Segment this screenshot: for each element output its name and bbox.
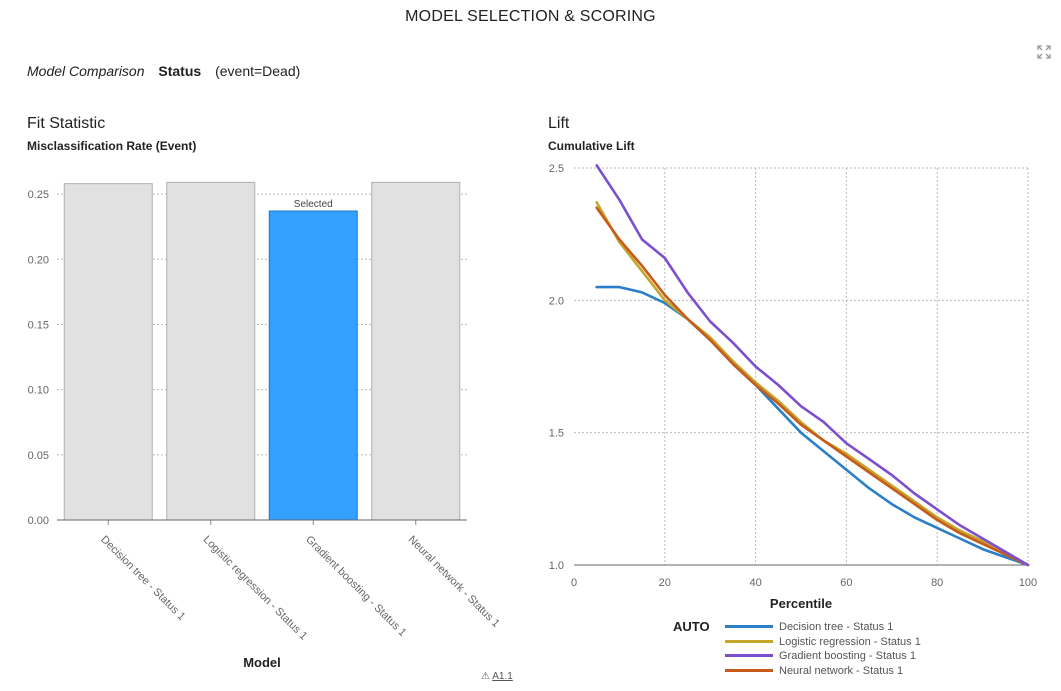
legend-swatch (725, 653, 773, 657)
selected-label: Selected (294, 199, 333, 210)
legend-item-neural-network[interactable]: Neural network - Status 1 (725, 665, 903, 679)
page-title: MODEL SELECTION & SCORING (405, 8, 656, 25)
x-tick-label: 20 (659, 577, 671, 589)
accessibility-link[interactable]: A1.1 (492, 671, 513, 682)
bar (371, 181, 461, 521)
lift-title: Lift (548, 115, 570, 132)
fit-statistic-title: Fit Statistic (27, 115, 106, 132)
fit-statistic-subtitle: Misclassification Rate (Event) (27, 139, 197, 153)
legend-swatch (725, 668, 773, 672)
y-tick-label: 0.15 (28, 319, 49, 331)
legend-swatch (725, 624, 773, 628)
y-tick-label: 2.0 (549, 295, 564, 307)
x-tick-label: 0 (571, 577, 577, 589)
model-comparison-label: Model Comparison (27, 63, 145, 79)
legend-label: Decision tree - Status 1 (779, 621, 894, 633)
event-level: (event=Dead) (215, 63, 301, 79)
x-tick-label: Logistic regression - Status 1 (201, 534, 310, 643)
x-axis-title: Model (243, 655, 281, 670)
y-tick-label: 1.5 (549, 428, 564, 440)
model-comparison-header: Model Comparison Status (event=Dead) (27, 63, 300, 79)
bar (268, 210, 358, 521)
x-tick-label: 40 (749, 577, 761, 589)
legend-swatch (725, 639, 773, 643)
lift-subtitle: Cumulative Lift (548, 139, 635, 153)
y-tick-label: 0.10 (28, 385, 49, 397)
bar (166, 181, 256, 521)
misclassification-bar-chart: 0.00 0.05 0.10 0.15 0.20 0.25 Decision tree - … (28, 181, 502, 670)
accessibility-check[interactable]: ⚠ A1.1 (481, 671, 513, 682)
series-line (595, 164, 1030, 567)
y-tick-label: 0.05 (28, 450, 49, 462)
legend-label: Gradient boosting - Status 1 (779, 650, 916, 662)
x-tick-label: 80 (931, 577, 943, 589)
expand-icon[interactable] (1036, 44, 1052, 60)
legend-label: Logistic regression - Status 1 (779, 636, 921, 648)
y-tick-label: 0.00 (28, 515, 49, 527)
legend-title: AUTO (673, 619, 710, 634)
y-tick-label: 2.5 (549, 163, 564, 175)
y-tick-label: 0.25 (28, 189, 49, 201)
x-tick-label: Neural network - Status 1 (406, 534, 502, 630)
x-axis-title: Percentile (770, 596, 832, 611)
x-tick-label: 60 (840, 577, 852, 589)
series-line (595, 206, 1030, 567)
y-tick-label: 1.0 (549, 560, 564, 572)
legend-item-logistic-regression[interactable]: Logistic regression - Status 1 (725, 636, 921, 650)
y-tick-label: 0.20 (28, 254, 49, 266)
bar (63, 183, 153, 521)
series-line (595, 285, 1030, 567)
warning-icon: ⚠ (481, 671, 490, 682)
legend-item-gradient-boosting[interactable]: Gradient boosting - Status 1 (725, 650, 916, 664)
legend-item-decision-tree[interactable]: Decision tree - Status 1 (725, 621, 893, 635)
cumulative-lift-chart: 1.0 1.5 2.0 2.5 0 20 40 60 80 100 Percentile (549, 163, 1037, 611)
target-variable: Status (158, 63, 202, 79)
x-tick-label: Decision tree - Status 1 (98, 534, 187, 623)
legend-label: Neural network - Status 1 (779, 665, 904, 677)
x-tick-label: 100 (1019, 577, 1037, 589)
x-tick-label: Gradient boosting - Status 1 (303, 534, 408, 639)
